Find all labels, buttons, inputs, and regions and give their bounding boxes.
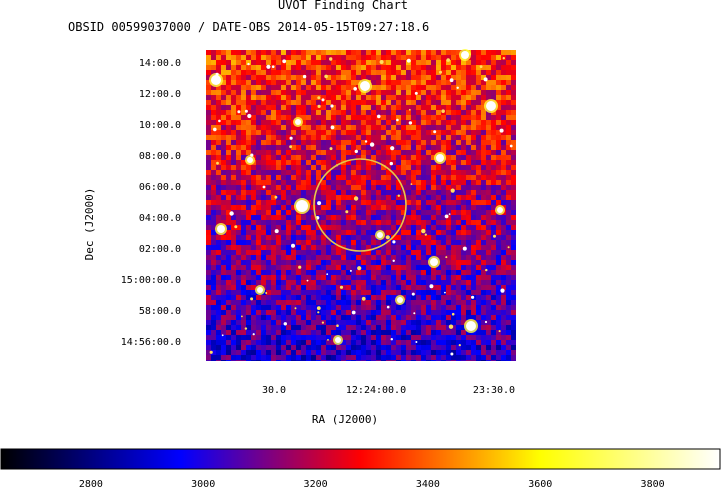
y-tick-labels: 14:00.0 12:00.0 10:00.0 08:00.0 06:00.0 04:00…: [121, 58, 181, 348]
y-tick-label: 58:00.0: [139, 306, 181, 317]
x-tick-label: 23:30.0: [473, 385, 515, 396]
sky-background-noise: [206, 50, 516, 361]
sky-image: [206, 49, 516, 361]
y-tick-label: 08:00.0: [139, 151, 181, 162]
chart-title: UVOT Finding Chart: [278, 0, 408, 12]
y-tick-label: 02:00.0: [139, 244, 181, 255]
x-tick-label: 12:24:00.0: [346, 385, 406, 396]
colorbar-tick-label: 3400: [416, 479, 440, 489]
x-axis-label: RA (J2000): [312, 413, 378, 426]
x-tick-label: 30.0: [262, 385, 286, 396]
colorbar-tick-label: 3600: [528, 479, 552, 489]
y-tick-label: 12:00.0: [139, 89, 181, 100]
colorbar-tick-label: 2800: [79, 479, 103, 489]
colorbar: [0, 448, 721, 470]
y-axis-label: Dec (J2000): [83, 188, 96, 261]
y-tick-label: 04:00.0: [139, 213, 181, 224]
y-tick-label: 06:00.0: [139, 182, 181, 193]
chart-subtitle: OBSID 00599037000 / DATE-OBS 2014-05-15T…: [68, 20, 429, 34]
colorbar-tick-labels: 2800 3000 3200 3400 3600 3800: [79, 479, 665, 490]
colorbar-tick-label: 3800: [641, 479, 665, 489]
sky-sources: [209, 49, 513, 356]
y-tick-label: 14:00.0: [139, 58, 181, 69]
colorbar-tick-label: 3200: [304, 479, 328, 489]
colorbar-tick-label: 3000: [191, 479, 215, 489]
y-tick-label: 10:00.0: [139, 120, 181, 131]
y-tick-label: 14:56:00.0: [121, 337, 181, 348]
y-tick-label: 15:00:00.0: [121, 275, 181, 286]
target-region-circle: [313, 158, 407, 252]
x-tick-labels: 30.0 12:24:00.0 23:30.0: [262, 385, 515, 396]
